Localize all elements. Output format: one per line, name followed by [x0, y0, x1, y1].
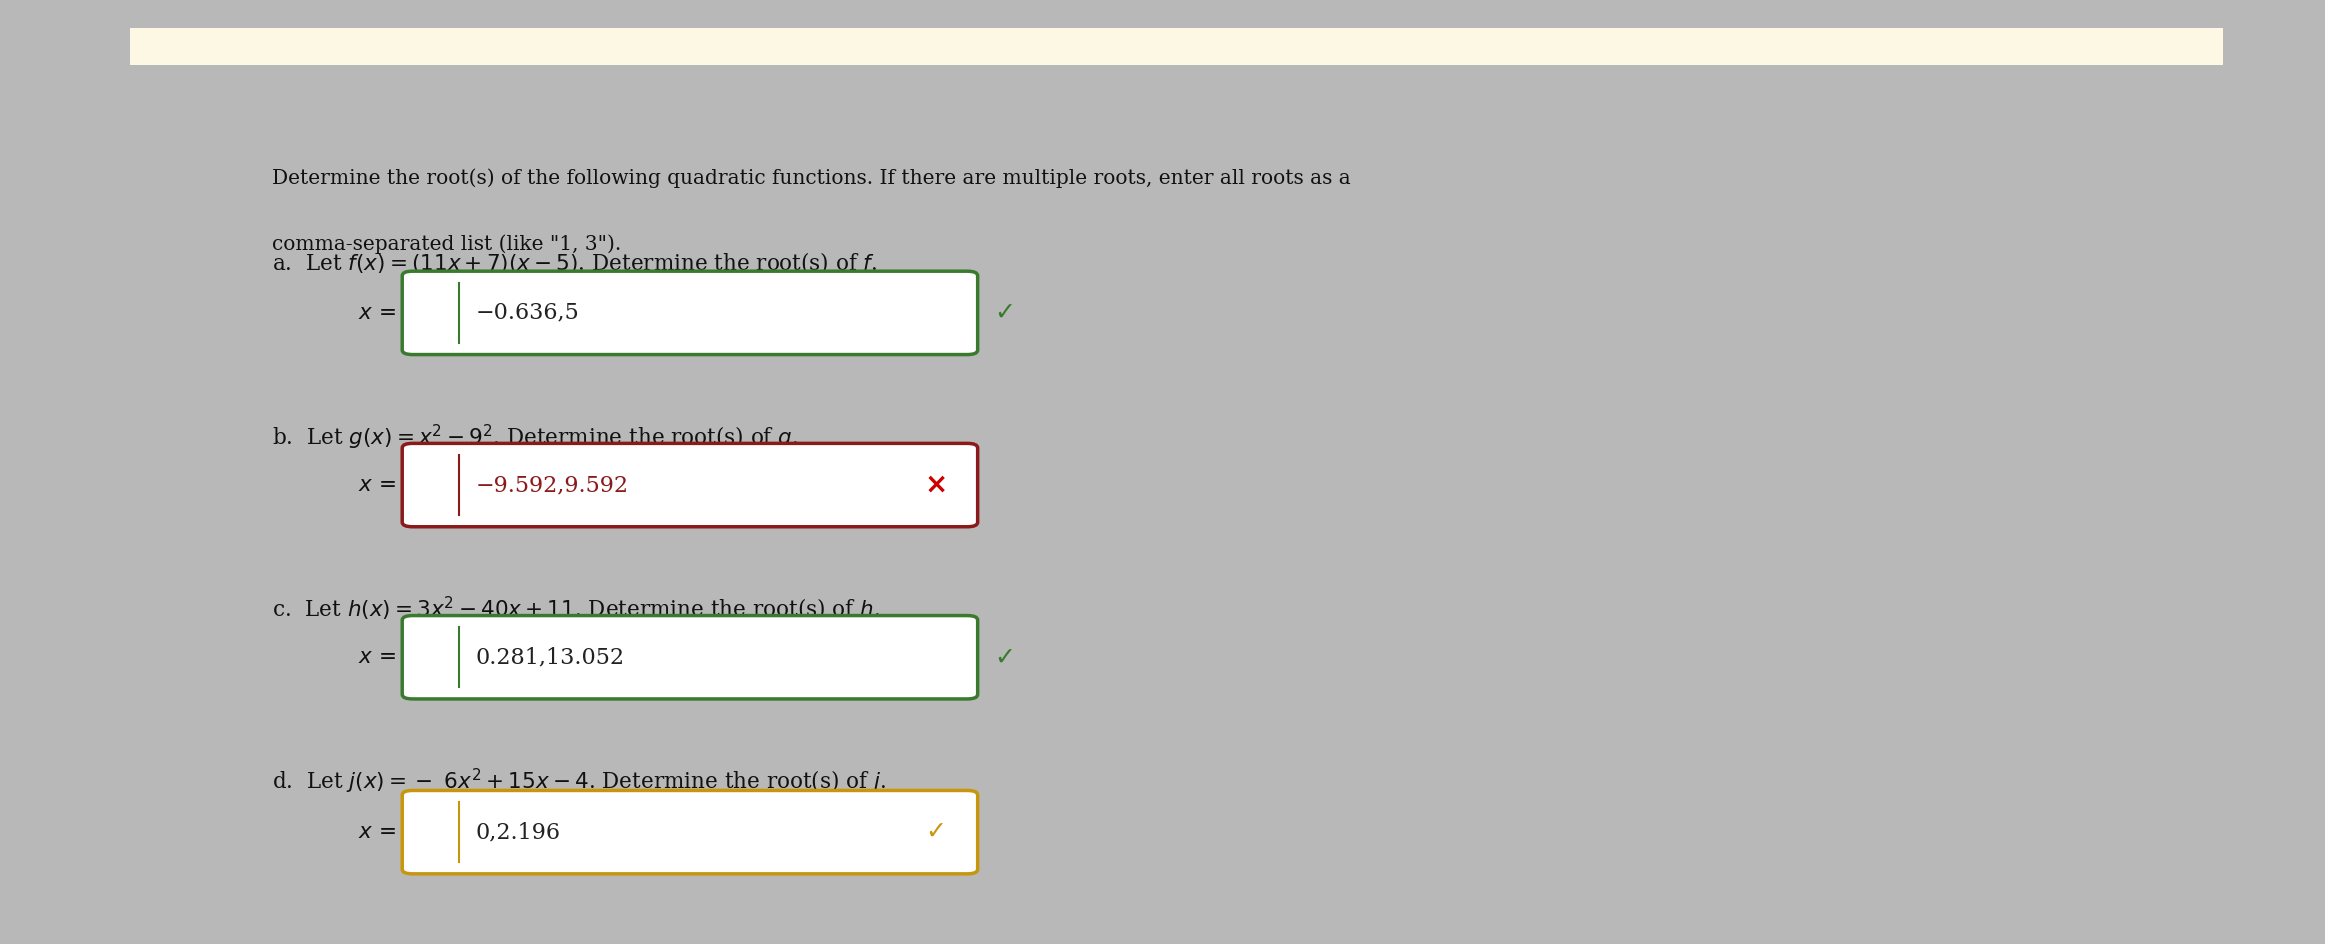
Text: −0.636,5: −0.636,5: [474, 302, 579, 324]
FancyBboxPatch shape: [402, 615, 979, 699]
Text: ✓: ✓: [995, 301, 1016, 325]
Text: ×: ×: [925, 471, 949, 499]
Text: $x$ =: $x$ =: [358, 474, 395, 496]
Bar: [130, 28, 2223, 64]
Text: $x$ =: $x$ =: [358, 302, 395, 324]
Text: $x$ =: $x$ =: [358, 821, 395, 843]
Text: b.  Let $g(x) = x^2 - 9^2$. Determine the root(s) of $g$.: b. Let $g(x) = x^2 - 9^2$. Determine the…: [272, 423, 800, 452]
Text: Determine the root(s) of the following quadratic functions. If there are multipl: Determine the root(s) of the following q…: [272, 169, 1351, 189]
Text: 0.281,13.052: 0.281,13.052: [474, 647, 625, 668]
Text: $x$ =: $x$ =: [358, 647, 395, 668]
Text: c.  Let $h(x) = 3x^2 - 40x + 11$. Determine the root(s) of $h$.: c. Let $h(x) = 3x^2 - 40x + 11$. Determi…: [272, 595, 881, 623]
Text: d.  Let $j(x) = -\ 6x^2 + 15x - 4$. Determine the root(s) of $j$.: d. Let $j(x) = -\ 6x^2 + 15x - 4$. Deter…: [272, 767, 886, 796]
Text: 0,2.196: 0,2.196: [474, 821, 560, 843]
Text: a.  Let $f(x) = (11x + 7)(x - 5)$. Determine the root(s) of $f$.: a. Let $f(x) = (11x + 7)(x - 5)$. Determ…: [272, 250, 879, 276]
FancyBboxPatch shape: [402, 444, 979, 527]
Text: ✓: ✓: [995, 646, 1016, 669]
FancyBboxPatch shape: [402, 790, 979, 874]
Text: comma-separated list (like "1, 3").: comma-separated list (like "1, 3").: [272, 234, 621, 254]
Text: −9.592,9.592: −9.592,9.592: [474, 474, 628, 496]
Text: ✓: ✓: [925, 820, 946, 844]
FancyBboxPatch shape: [402, 271, 979, 355]
